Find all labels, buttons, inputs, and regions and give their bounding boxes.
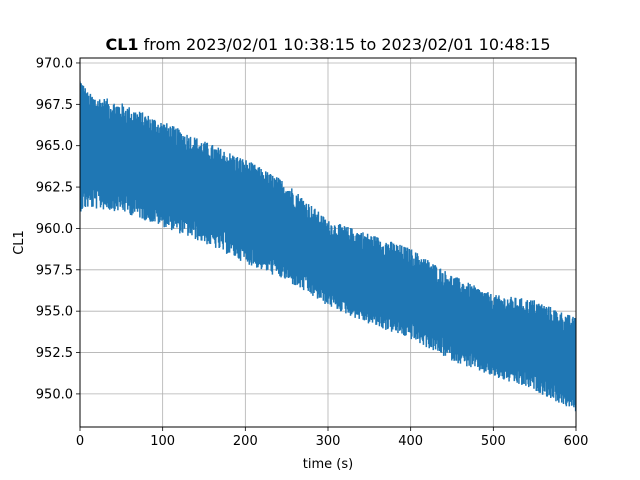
chart-title-rest: from 2023/02/01 10:38:15 to 2023/02/01 1… (139, 35, 551, 54)
ticks: 0 100 200 300 400 500 600 950.0 952.5 955.0 957.5 9… (36, 56, 589, 449)
y-tick-label: 952.5 (36, 346, 73, 361)
x-axis-label: time (s) (303, 457, 353, 472)
y-tick-label: 970.0 (36, 56, 73, 71)
chart-title-bold: CL1 (105, 35, 138, 54)
y-tick-label: 957.5 (36, 263, 73, 278)
y-tick-label: 950.0 (36, 387, 73, 402)
x-tick-label: 400 (398, 434, 423, 449)
series-layer (80, 81, 576, 412)
series-line (80, 81, 576, 412)
x-tick-label: 500 (481, 434, 506, 449)
series-group (80, 81, 576, 412)
x-tick-label: 0 (76, 434, 84, 449)
y-axis-label: CL1 (12, 230, 27, 255)
y-tick-label: 967.5 (36, 98, 73, 113)
x-tick-label: 100 (150, 434, 175, 449)
y-tick-label: 962.5 (36, 181, 73, 196)
y-tick-label: 965.0 (36, 139, 73, 154)
chart-title: CL1 from 2023/02/01 10:38:15 to 2023/02/… (105, 35, 550, 54)
x-tick-label: 200 (233, 434, 258, 449)
x-tick-label: 600 (564, 434, 589, 449)
y-tick-label: 960.0 (36, 222, 73, 237)
y-tick-label: 955.0 (36, 305, 73, 320)
x-tick-label: 300 (316, 434, 341, 449)
